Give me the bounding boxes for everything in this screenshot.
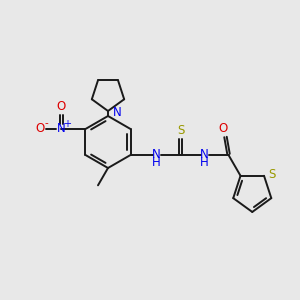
Text: O: O <box>218 122 227 134</box>
Text: N: N <box>200 148 209 161</box>
Text: N: N <box>152 148 161 161</box>
Text: O: O <box>57 100 66 113</box>
Text: -: - <box>45 118 48 128</box>
Text: O: O <box>36 122 45 136</box>
Text: S: S <box>268 168 275 181</box>
Text: H: H <box>200 155 209 169</box>
Text: H: H <box>152 155 161 169</box>
Text: +: + <box>63 119 71 129</box>
Text: S: S <box>177 124 184 137</box>
Text: N: N <box>113 106 122 118</box>
Text: N: N <box>57 122 66 136</box>
